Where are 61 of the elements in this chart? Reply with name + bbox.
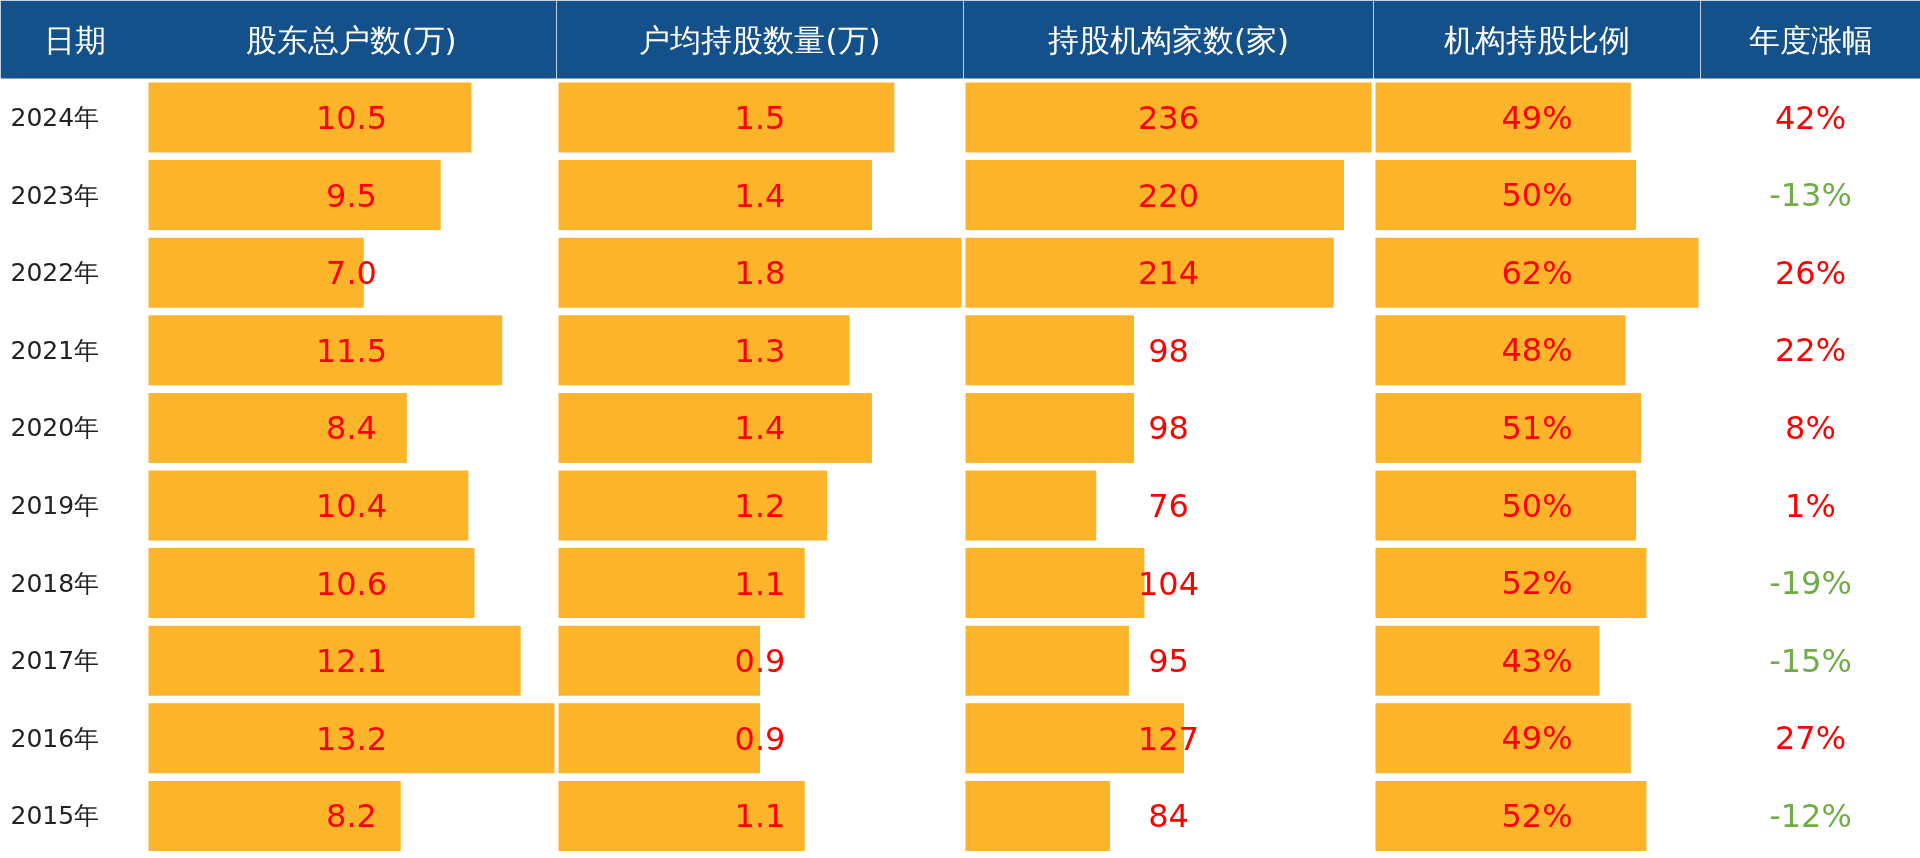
chart-title: 股东总户数(万)	[246, 21, 457, 58]
chart-title: 户均持股数量(万)	[639, 21, 881, 58]
data-label: 43%	[1501, 641, 1573, 680]
data-label: -12%	[1769, 796, 1852, 835]
y-tick-label: 2024年	[10, 103, 100, 132]
data-label: 9.5	[326, 176, 377, 215]
data-label: 49%	[1501, 719, 1573, 758]
data-label: 51%	[1501, 408, 1573, 447]
y-tick-label: 2018年	[10, 568, 100, 598]
data-label: 27%	[1774, 719, 1847, 758]
text: 年度涨幅	[1748, 21, 1873, 58]
data-label: 84	[1148, 797, 1189, 836]
data-label: 10.4	[315, 487, 388, 525]
data-label: 214	[1137, 254, 1200, 293]
data-label: 26%	[1774, 253, 1847, 292]
data-label: 236	[1137, 99, 1200, 137]
data-label: 11.5	[315, 331, 388, 370]
data-label: 1.3	[734, 331, 786, 370]
data-label: 1.1	[734, 797, 786, 836]
data-label: -13%	[1769, 176, 1852, 215]
data-label: 10.6	[315, 564, 388, 603]
data-label: 10.5	[315, 99, 388, 137]
data-label: 1.1	[734, 564, 786, 603]
data-label: 22%	[1774, 331, 1847, 370]
data-label: -15%	[1769, 641, 1852, 680]
data-label: 12.1	[315, 642, 388, 681]
data-label: 48%	[1501, 331, 1573, 370]
data-label: 1.8	[734, 254, 786, 293]
chart-title: 持股机构家数(家)	[1047, 21, 1290, 58]
data-label: 1.4	[734, 409, 786, 448]
data-label: 98	[1148, 409, 1189, 448]
y-tick-label: 2023年	[10, 180, 100, 210]
data-label: 8%	[1785, 408, 1836, 447]
chart-title: 机构持股比例	[1444, 21, 1630, 58]
y-tick-label: 2019年	[10, 491, 100, 520]
y-tick-label: 2021年	[10, 335, 100, 365]
y-tick-label: 2017年	[10, 646, 100, 676]
data-label: 62%	[1501, 253, 1573, 292]
data-label: 50%	[1501, 486, 1573, 525]
data-label: 95	[1148, 642, 1189, 681]
data-label: 8.2	[326, 797, 377, 836]
data-label: -19%	[1769, 564, 1852, 603]
y-tick-label: 2022年	[10, 258, 100, 288]
data-label: 76	[1148, 487, 1189, 525]
y-axis-title: 日期	[43, 21, 106, 58]
data-label: 1.2	[734, 487, 786, 525]
data-label: 52%	[1501, 564, 1573, 603]
data-label: 220	[1137, 176, 1200, 215]
data-label: 13.2	[315, 719, 388, 758]
data-label: 1%	[1785, 486, 1836, 525]
data-label: 52%	[1501, 796, 1573, 835]
data-label: 1.5	[734, 99, 786, 137]
y-tick-label: 2016年	[10, 723, 100, 753]
data-label: 8.4	[326, 409, 377, 448]
data-label: 1.4	[734, 176, 786, 215]
data-label: 42%	[1774, 98, 1847, 137]
data-label: 49%	[1501, 98, 1573, 137]
data-label: 50%	[1501, 176, 1573, 215]
y-tick-label: 2015年	[10, 801, 100, 831]
data-label: 98	[1148, 331, 1189, 370]
y-tick-label: 2020年	[10, 413, 100, 443]
